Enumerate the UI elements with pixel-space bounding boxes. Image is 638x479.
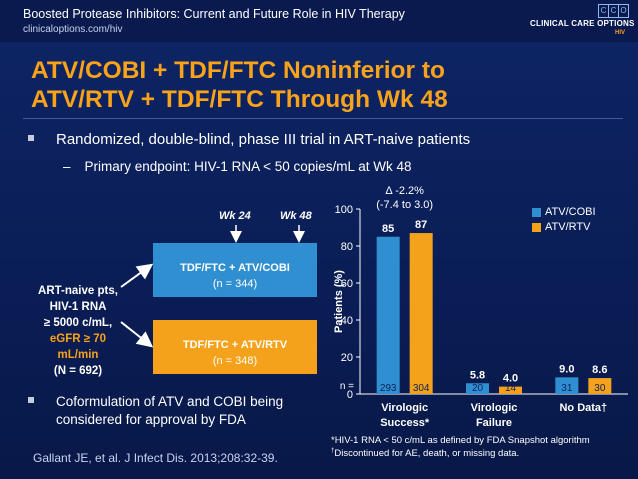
citation: Gallant JE, et al. J Infect Dis. 2013;20…: [33, 451, 278, 465]
bar-n-label: 20: [472, 383, 484, 394]
x-category-label: No Data†: [559, 402, 607, 414]
bar-n-label: 31: [561, 383, 573, 394]
x-category-label: Virologic: [471, 402, 518, 414]
x-category-label: Virologic: [381, 402, 428, 414]
footnote-no-data: †Discontinued for AE, death, or missing …: [331, 448, 520, 460]
bullet-trial-design: Randomized, double-blind, phase III tria…: [28, 131, 470, 148]
bar-atv-rtv: [409, 233, 433, 394]
wk24-label: Wk 24: [219, 210, 251, 222]
x-category-label: Success*: [380, 417, 430, 429]
bar-n-label: 14: [505, 383, 517, 394]
y-tick-label: 80: [341, 241, 353, 253]
header-url[interactable]: clinicaloptions.com/hiv: [23, 24, 123, 35]
y-tick-label: 40: [341, 315, 353, 327]
wk48-label: Wk 48: [280, 210, 312, 222]
bullet-square-icon: [28, 135, 34, 141]
bullet-fda-approval: Coformulation of ATV and COBI being cons…: [28, 393, 283, 429]
bar-value-label: 87: [415, 219, 427, 231]
title-divider: [23, 118, 623, 119]
y-axis-title: Patients (%): [333, 270, 345, 333]
patient-population: ART-naive pts, HIV-1 RNA ≥ 5000 c/mL, eG…: [38, 285, 118, 377]
logo-hiv-label: HIV: [615, 30, 626, 36]
bar-n-label: 304: [413, 383, 430, 394]
bar-n-label: 30: [594, 383, 606, 394]
legend-swatch-atv-rtv: [532, 223, 541, 232]
y-tick-label: 60: [341, 278, 353, 290]
bar-value-label: 85: [382, 223, 394, 235]
bar-atv-cobi: [376, 236, 400, 394]
cco-logo: C C O CLINICAL CARE OPTIONS HIV: [530, 4, 634, 38]
y-tick-label: 100: [335, 204, 353, 216]
header-bar: Boosted Protease Inhibitors: Current and…: [0, 0, 638, 42]
y-tick-label: 0: [347, 389, 353, 401]
x-category-label: Failure: [476, 417, 512, 429]
bar-value-label: 8.6: [592, 364, 607, 376]
legend-swatch-atv-cobi: [532, 208, 541, 217]
outcome-bar-chart: 0 20 40 60 80 100 Patients (%) n = 85 293 87 304 Vir…: [333, 185, 628, 429]
bar-atv-rtv: [588, 378, 612, 394]
arrow-to-arm2: [120, 321, 154, 348]
y-tick-label: 20: [341, 352, 353, 364]
bar-value-label: 4.0: [503, 373, 518, 385]
bar-n-label: 293: [380, 383, 397, 394]
logo-text: CLINICAL CARE OPTIONS: [530, 19, 635, 28]
header-title: Boosted Protease Inhibitors: Current and…: [23, 7, 405, 21]
arm-atv-cobi-box: TDF/FTC + ATV/COBI (n = 344): [153, 243, 317, 297]
bar-value-label: 5.8: [470, 369, 485, 381]
delta-ci-annotation: (-7.4 to 3.0): [376, 199, 433, 211]
bar-atv-cobi: [555, 377, 579, 394]
arrow-to-arm1: [120, 263, 154, 288]
bar-value-label: 9.0: [559, 363, 574, 375]
slide-title: ATV/COBI + TDF/FTC Noninferior to ATV/RT…: [31, 57, 448, 113]
footnote-snapshot: *HIV-1 RNA < 50 c/mL as defined by FDA S…: [331, 435, 590, 446]
bullet-primary-endpoint: – Primary endpoint: HIV-1 RNA < 50 copies…: [63, 159, 412, 174]
delta-annotation: Δ -2.2%: [385, 185, 424, 197]
bullet-square-icon: [28, 397, 34, 403]
arm-atv-rtv-box: TDF/FTC + ATV/RTV (n = 348): [153, 320, 317, 374]
bar-atv-cobi: [466, 383, 489, 394]
cco-logo-icon: C C O: [598, 4, 629, 18]
bar-atv-rtv: [499, 386, 522, 394]
n-label: n =: [340, 381, 354, 392]
